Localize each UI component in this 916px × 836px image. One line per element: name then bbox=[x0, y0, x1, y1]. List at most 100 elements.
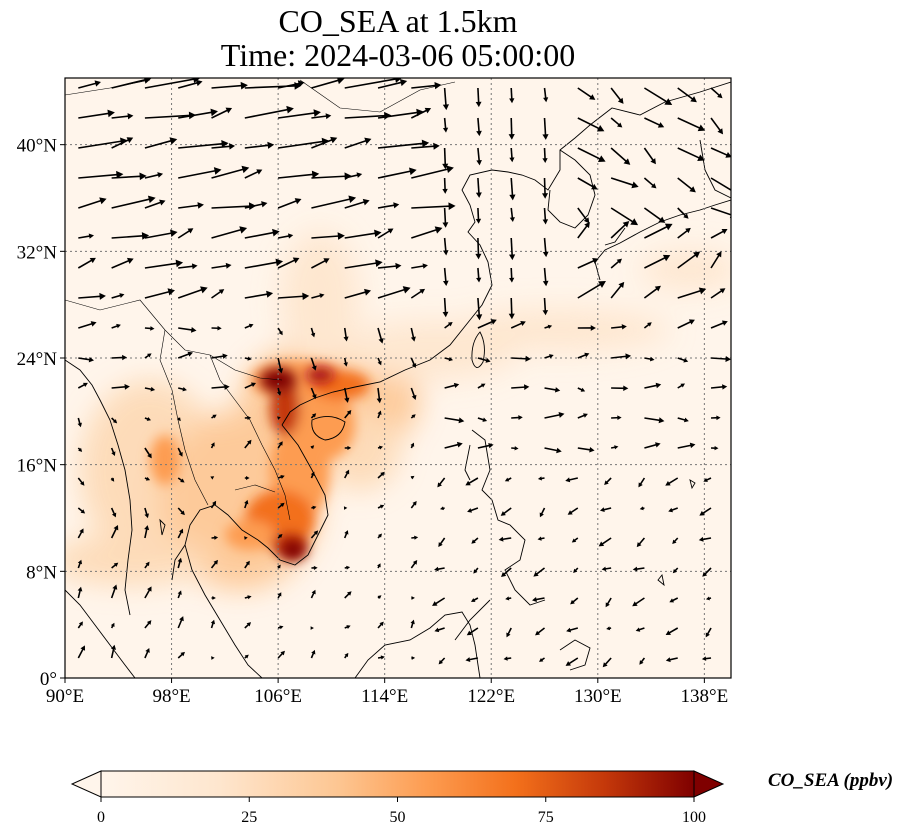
wind-arrow bbox=[144, 507, 149, 519]
wind-arrow bbox=[144, 386, 156, 392]
wind-arrow bbox=[410, 327, 416, 342]
wind-arrow bbox=[703, 477, 712, 482]
wind-arrow bbox=[144, 172, 164, 179]
wind-arrow bbox=[577, 352, 590, 359]
wind-arrow bbox=[177, 447, 183, 457]
wind-arrow bbox=[411, 535, 419, 540]
wind-arrow bbox=[677, 251, 701, 269]
wind-arrow bbox=[602, 657, 612, 668]
wind-arrow bbox=[444, 417, 465, 424]
wind-arrow bbox=[444, 441, 463, 449]
wind-arrow bbox=[210, 442, 215, 449]
wind-arrow bbox=[144, 561, 150, 569]
wind-arrow bbox=[665, 627, 679, 636]
wind-arrow bbox=[277, 625, 284, 630]
wind-arrow bbox=[144, 525, 150, 539]
lat-tick-label: 8°N bbox=[26, 562, 57, 583]
wind-arrow bbox=[705, 627, 712, 638]
wind-arrow bbox=[509, 87, 515, 104]
wind-arrow bbox=[477, 357, 491, 363]
wind-arrow bbox=[677, 117, 706, 132]
wind-arrow bbox=[710, 384, 728, 390]
lat-tick-label: 40°N bbox=[17, 136, 58, 157]
wind-arrow bbox=[537, 476, 545, 481]
wind-arrow bbox=[177, 528, 184, 539]
wind-arrow bbox=[442, 297, 449, 318]
wind-arrow bbox=[410, 560, 418, 569]
wind-arrow bbox=[343, 327, 349, 342]
wind-arrow bbox=[211, 107, 233, 119]
wind-arrow bbox=[77, 447, 83, 452]
wind-arrow bbox=[604, 477, 612, 485]
wind-arrow bbox=[344, 565, 351, 570]
wind-arrow bbox=[440, 506, 445, 511]
wind-arrow bbox=[444, 356, 454, 362]
wind-arrow bbox=[508, 297, 515, 320]
wind-arrow bbox=[177, 351, 193, 359]
wind-arrow bbox=[77, 257, 96, 269]
wind-arrow bbox=[605, 597, 612, 608]
wind-arrow bbox=[310, 413, 317, 419]
wind-arrow bbox=[277, 502, 285, 509]
wind-arrow bbox=[244, 536, 248, 540]
wind-arrow bbox=[344, 137, 372, 149]
wind-arrow bbox=[542, 117, 549, 140]
wind-arrow bbox=[177, 228, 194, 239]
wind-arrow bbox=[510, 321, 526, 329]
wind-arrow bbox=[277, 533, 283, 539]
wind-arrow bbox=[377, 327, 384, 344]
wind-arrow bbox=[476, 147, 482, 166]
wind-arrow bbox=[144, 447, 152, 459]
wind-arrow bbox=[442, 207, 449, 228]
wind-arrow bbox=[211, 289, 225, 299]
wind-arrow bbox=[532, 597, 545, 602]
wind-arrow bbox=[505, 596, 512, 601]
wind-arrow bbox=[411, 81, 442, 90]
wind-arrow bbox=[632, 597, 645, 607]
wind-arrow bbox=[509, 207, 515, 223]
wind-arrow bbox=[432, 597, 446, 606]
wind-arrow bbox=[577, 221, 590, 239]
wind-arrow bbox=[210, 476, 215, 480]
wind-arrow bbox=[178, 79, 203, 89]
wind-arrow bbox=[644, 382, 662, 389]
wind-arrow bbox=[311, 78, 345, 89]
wind-arrow bbox=[211, 384, 230, 390]
wind-arrow bbox=[610, 177, 639, 189]
map-title: CO_SEA at 1.5km Time: 2024-03-06 05:00:0… bbox=[65, 4, 731, 72]
wind-arrow bbox=[476, 297, 483, 321]
wind-arrow bbox=[601, 566, 612, 572]
wind-arrow bbox=[344, 625, 351, 629]
wind-arrow bbox=[311, 565, 318, 570]
wind-arrow bbox=[77, 507, 86, 514]
wind-arrow bbox=[411, 226, 443, 239]
colorbar-label: CO_SEA (ppbv) bbox=[768, 770, 894, 791]
wind-arrow bbox=[710, 415, 721, 421]
wind-arrow bbox=[677, 227, 691, 239]
wind-arrow bbox=[144, 417, 152, 421]
wind-arrow bbox=[677, 383, 686, 389]
wind-arrow bbox=[244, 141, 275, 149]
wind-arrow bbox=[344, 198, 370, 209]
wind-arrow bbox=[343, 530, 349, 539]
wind-arrow bbox=[500, 507, 512, 516]
wind-arrow bbox=[377, 202, 400, 209]
wind-arrow bbox=[610, 207, 639, 226]
wind-arrow bbox=[77, 586, 83, 599]
wind-arrow bbox=[310, 471, 315, 479]
title-line-1: CO_SEA at 1.5km bbox=[278, 3, 518, 39]
wind-arrow bbox=[632, 566, 645, 572]
lon-tick-label: 114°E bbox=[361, 686, 408, 707]
wind-arrow bbox=[178, 386, 187, 392]
colorbar-tick-label: 75 bbox=[538, 809, 554, 826]
wind-arrow bbox=[77, 621, 83, 629]
wind-arrow bbox=[210, 500, 217, 509]
wind-arrow bbox=[310, 626, 314, 630]
wind-arrow bbox=[344, 172, 363, 179]
wind-arrow bbox=[665, 477, 679, 486]
wind-arrow bbox=[277, 416, 281, 420]
wind-arrow bbox=[539, 507, 546, 518]
wind-arrow bbox=[465, 657, 479, 662]
wind-arrow bbox=[501, 567, 512, 577]
wind-arrow bbox=[442, 237, 449, 256]
